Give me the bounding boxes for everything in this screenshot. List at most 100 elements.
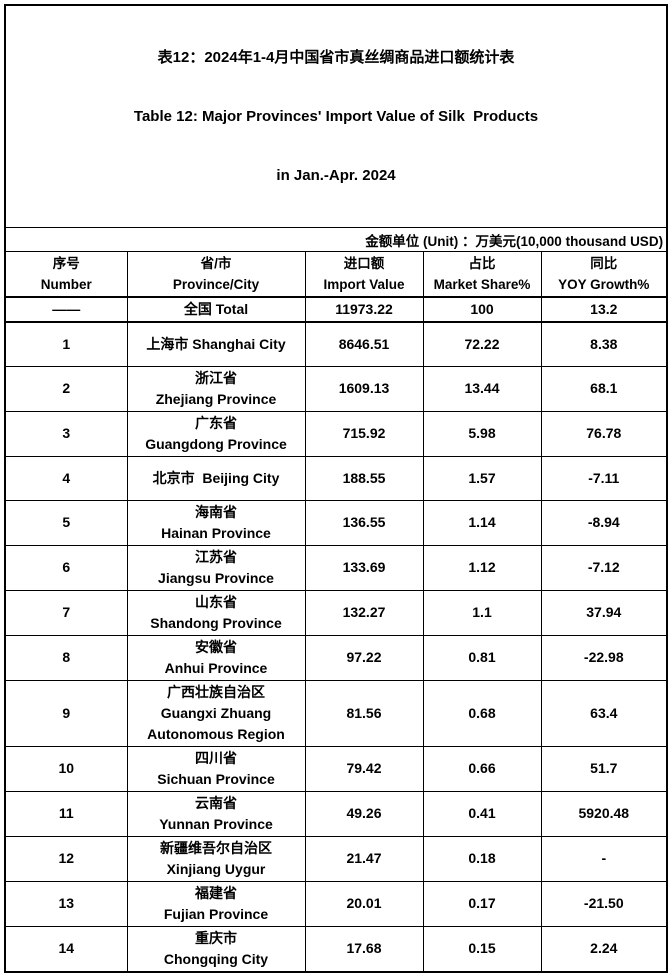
cell-import-value: 715.92	[304, 410, 424, 457]
table-row: 11 云南省 Yunnan Province 49.26 0.41 5920.4…	[4, 790, 668, 837]
table-row: 8 安徽省 Anhui Province 97.22 0.81 -22.98	[4, 634, 668, 681]
cell-province: 四川省 Sichuan Province	[126, 745, 306, 792]
cell-number: 13	[4, 880, 128, 927]
cell-yoy-growth: -8.94	[540, 499, 668, 546]
cell-yoy-growth: 5920.48	[540, 790, 668, 837]
table-row: 7 山东省 Shandong Province 132.27 1.1 37.94	[4, 589, 668, 636]
table-title-cell: 表12：2024年1-4月中国省市真丝绸商品进口额统计表 Table 12: M…	[4, 4, 668, 228]
cell-import-value: 21.47	[304, 835, 424, 882]
cell-import-value: 49.26	[304, 790, 424, 837]
cell-market-share: 1.57	[422, 455, 542, 501]
cell-market-share: 1.12	[422, 544, 542, 591]
document-sheet: 表12：2024年1-4月中国省市真丝绸商品进口额统计表 Table 12: M…	[4, 4, 669, 973]
table-row: 10 四川省 Sichuan Province 79.42 0.66 51.7	[4, 745, 668, 792]
cell-yoy-growth: 13.2	[540, 296, 668, 323]
silk-import-table: 表12：2024年1-4月中国省市真丝绸商品进口额统计表 Table 12: M…	[4, 4, 669, 973]
table-total-row: —— 全国 Total 11973.22 100 13.2	[4, 296, 668, 323]
cell-province: 北京市 Beijing City	[126, 455, 306, 501]
cell-province: 重庆市 Chongqing City	[126, 925, 306, 972]
cell-market-share: 13.44	[422, 365, 542, 412]
cell-number: 12	[4, 835, 128, 882]
cell-import-value: 17.68	[304, 925, 424, 972]
cell-number: 6	[4, 544, 128, 591]
table-title-cn: 表12：2024年1-4月中国省市真丝绸商品进口额统计表	[157, 49, 515, 66]
table-title-en: Table 12: Major Provinces' Import Value …	[133, 108, 539, 125]
cell-number: 4	[4, 455, 128, 501]
cell-yoy-growth: 8.38	[540, 321, 668, 367]
cell-province: 海南省 Hainan Province	[126, 499, 306, 546]
cell-import-value: 81.56	[304, 679, 424, 747]
cell-number: 9	[4, 679, 128, 747]
cell-market-share: 5.98	[422, 410, 542, 457]
cell-province: 云南省 Yunnan Province	[126, 790, 306, 837]
cell-yoy-growth: -7.12	[540, 544, 668, 591]
cell-import-value: 97.22	[304, 634, 424, 681]
cell-import-value: 188.55	[304, 455, 424, 501]
unit-note-row: 金额单位 (Unit) ：万美元(10,000 thousand USD)	[4, 227, 668, 252]
table-title-row: 表12：2024年1-4月中国省市真丝绸商品进口额统计表 Table 12: M…	[4, 4, 668, 228]
cell-import-value: 136.55	[304, 499, 424, 546]
cell-market-share: 0.18	[422, 835, 542, 882]
cell-yoy-growth: 37.94	[540, 589, 668, 636]
table-row: 4 北京市 Beijing City 188.55 1.57 -7.11	[4, 455, 668, 501]
column-header-province: 省/市 Province/City	[126, 251, 306, 298]
cell-import-value: 1609.13	[304, 365, 424, 412]
cell-province: 广东省 Guangdong Province	[126, 410, 306, 457]
cell-number: 10	[4, 745, 128, 792]
cell-province: 福建省 Fujian Province	[126, 880, 306, 927]
table-row: 6 江苏省 Jiangsu Province 133.69 1.12 -7.12	[4, 544, 668, 591]
table-row: 1 上海市 Shanghai City 8646.51 72.22 8.38	[4, 321, 668, 367]
cell-number: 2	[4, 365, 128, 412]
cell-market-share: 0.66	[422, 745, 542, 792]
cell-yoy-growth: 76.78	[540, 410, 668, 457]
cell-import-value: 133.69	[304, 544, 424, 591]
cell-number: 5	[4, 499, 128, 546]
cell-import-value: 132.27	[304, 589, 424, 636]
cell-province: 浙江省 Zhejiang Province	[126, 365, 306, 412]
cell-market-share: 0.15	[422, 925, 542, 972]
cell-province: 新疆维吾尔自治区 Xinjiang Uygur	[126, 835, 306, 882]
unit-note: 金额单位 (Unit) ：万美元(10,000 thousand USD)	[4, 227, 668, 252]
cell-number: 3	[4, 410, 128, 457]
table-row: 12 新疆维吾尔自治区 Xinjiang Uygur 21.47 0.18 -	[4, 835, 668, 882]
table-row: 5 海南省 Hainan Province 136.55 1.14 -8.94	[4, 499, 668, 546]
cell-yoy-growth: 68.1	[540, 365, 668, 412]
cell-market-share: 1.14	[422, 499, 542, 546]
column-header-number: 序号 Number	[4, 251, 128, 298]
table-body: —— 全国 Total 11973.22 100 13.2 1 上海市 Shan…	[4, 296, 668, 972]
column-header-yoy-growth: 同比 YOY Growth%	[540, 251, 668, 298]
cell-import-value: 8646.51	[304, 321, 424, 367]
cell-number: 7	[4, 589, 128, 636]
cell-number: 14	[4, 925, 128, 972]
cell-market-share: 0.41	[422, 790, 542, 837]
cell-import-value: 79.42	[304, 745, 424, 792]
cell-province: 山东省 Shandong Province	[126, 589, 306, 636]
cell-yoy-growth: 63.4	[540, 679, 668, 747]
cell-number: 11	[4, 790, 128, 837]
cell-market-share: 0.81	[422, 634, 542, 681]
table-row: 14 重庆市 Chongqing City 17.68 0.15 2.24	[4, 925, 668, 972]
cell-market-share: 100	[422, 296, 542, 323]
cell-number: 8	[4, 634, 128, 681]
table-row: 3 广东省 Guangdong Province 715.92 5.98 76.…	[4, 410, 668, 457]
cell-yoy-growth: 2.24	[540, 925, 668, 972]
cell-yoy-growth: -21.50	[540, 880, 668, 927]
cell-province: 上海市 Shanghai City	[126, 321, 306, 367]
cell-market-share: 0.68	[422, 679, 542, 747]
column-header-import-value: 进口额 Import Value	[304, 251, 424, 298]
table-head-section: 表12：2024年1-4月中国省市真丝绸商品进口额统计表 Table 12: M…	[4, 4, 668, 298]
cell-market-share: 0.17	[422, 880, 542, 927]
cell-province: 广西壮族自治区 Guangxi Zhuang Autonomous Region	[126, 679, 306, 747]
cell-yoy-growth: -	[540, 835, 668, 882]
table-row: 2 浙江省 Zhejiang Province 1609.13 13.44 68…	[4, 365, 668, 412]
cell-yoy-growth: -7.11	[540, 455, 668, 501]
cell-import-value: 11973.22	[304, 296, 424, 323]
cell-import-value: 20.01	[304, 880, 424, 927]
cell-province: 全国 Total	[126, 296, 306, 323]
cell-number: 1	[4, 321, 128, 367]
cell-market-share: 1.1	[422, 589, 542, 636]
column-header-market-share: 占比 Market Share%	[422, 251, 542, 298]
table-row: 9 广西壮族自治区 Guangxi Zhuang Autonomous Regi…	[4, 679, 668, 747]
cell-yoy-growth: -22.98	[540, 634, 668, 681]
cell-market-share: 72.22	[422, 321, 542, 367]
